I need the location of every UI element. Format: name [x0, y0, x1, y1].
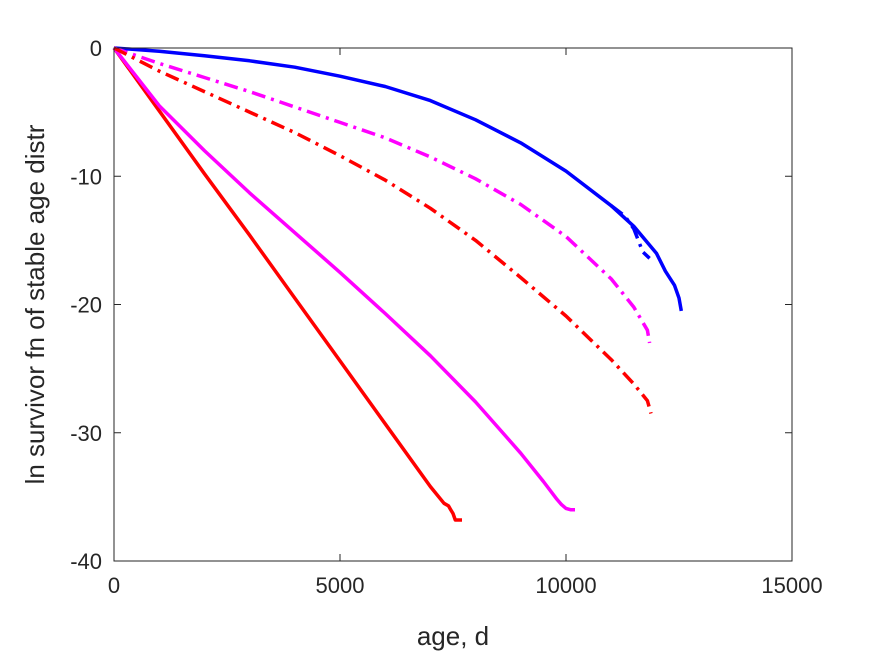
x-axis-tick-labels: 0 5000 10000 15000 [108, 573, 823, 598]
x-axis-ticks [113, 48, 793, 561]
y-tick-label: 0 [90, 36, 102, 61]
y-axis-ticks [114, 47, 792, 562]
plot-background [114, 48, 792, 561]
plot-area [112, 46, 793, 562]
series-line-6 [113, 46, 653, 414]
x-tick-label: 15000 [761, 573, 822, 598]
y-tick-label: -10 [70, 164, 102, 189]
series-line-3 [113, 46, 684, 312]
y-tick-label: -40 [70, 549, 102, 574]
series-line-2 [112, 46, 575, 512]
y-tick-label: -20 [70, 293, 102, 318]
y-tick-label: -30 [70, 421, 102, 446]
x-tick-label: 0 [108, 573, 120, 598]
series-line-1 [112, 46, 462, 522]
x-tick-label: 5000 [316, 573, 365, 598]
x-tick-label: 10000 [535, 573, 596, 598]
y-axis-label: ln survivor fn of stable age distr [20, 124, 50, 484]
series-line-4 [610, 204, 651, 260]
x-axis-label: age, d [417, 621, 489, 651]
y-axis-tick-labels: 0 -10 -20 -30 -40 [70, 36, 102, 574]
series-layer [112, 46, 684, 522]
